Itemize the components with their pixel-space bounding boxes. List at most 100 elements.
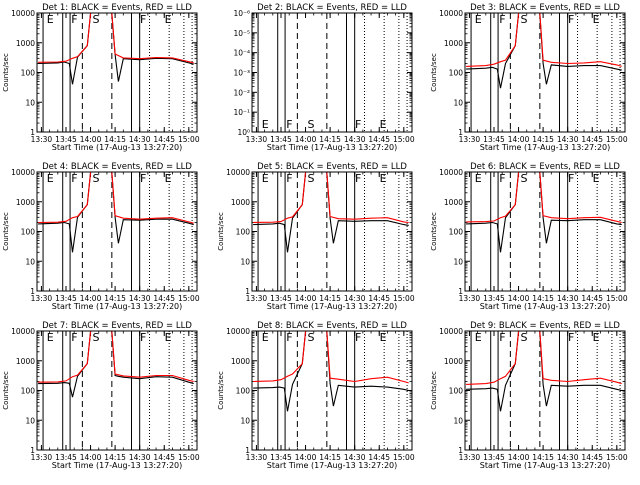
phase-marker: F	[286, 172, 292, 185]
x-tick-label: 14:00	[508, 135, 530, 144]
y-tick-label: 10	[25, 257, 35, 266]
phase-marker: E	[262, 118, 269, 131]
x-axis-label: Start Time (17-Aug-13 13:27:20)	[52, 302, 183, 311]
y-tick-label: 10000	[226, 327, 250, 336]
plot-frame	[464, 171, 626, 292]
y-tick-label: 10000	[11, 168, 35, 177]
x-tick-label: 14:45	[368, 294, 390, 303]
y-tick-label: 100	[236, 387, 251, 396]
y-tick-label: 1	[30, 128, 35, 137]
plot-frame	[464, 12, 626, 133]
phase-marker: F	[499, 172, 505, 185]
y-tick-label: 1	[245, 287, 250, 296]
x-tick-label: 13:45	[55, 453, 77, 462]
y-tick-label: 100	[449, 69, 464, 78]
x-tick-label: 13:30	[459, 294, 481, 303]
x-tick-label: 14:15	[104, 135, 126, 144]
y-tick-label: 1000	[16, 39, 35, 48]
plot-frame	[36, 330, 198, 451]
chart-title: Det 2: BLACK = Events, RED = LLD	[257, 3, 407, 13]
x-tick-label: 14:15	[104, 453, 126, 462]
phase-marker: E	[593, 172, 600, 185]
x-tick-label: 13:45	[483, 135, 505, 144]
x-tick-label: 15:00	[393, 294, 415, 303]
y-tick-label: 100	[236, 228, 251, 237]
x-tick-label: 14:30	[129, 135, 151, 144]
y-axis-label: Counts/sec	[430, 212, 438, 251]
x-tick-label: 14:00	[295, 294, 317, 303]
phase-marker: F	[140, 13, 146, 26]
x-tick-label: 13:45	[483, 294, 505, 303]
x-tick-label: 14:45	[581, 453, 603, 462]
x-tick-label: 13:30	[459, 453, 481, 462]
y-tick-label: 1	[245, 446, 250, 455]
x-tick-label: 13:30	[31, 453, 53, 462]
phase-marker: F	[71, 331, 77, 344]
y-tick-label: 1	[30, 287, 35, 296]
chart-title: Det 3: BLACK = Events, RED = LLD	[470, 3, 620, 13]
y-tick-label: 10⁻⁴	[233, 49, 250, 58]
chart-panel-4: Det 4: BLACK = Events, RED = LLD Counts/s…	[2, 162, 200, 311]
phase-marker: S	[521, 331, 528, 344]
x-axis-label: Start Time (17-Aug-13 13:27:20)	[52, 143, 183, 152]
x-tick-label: 14:15	[104, 294, 126, 303]
y-tick-label: 10	[240, 257, 250, 266]
x-tick-label: 13:30	[246, 453, 268, 462]
chart-title: Det 5: BLACK = Events, RED = LLD	[257, 162, 407, 172]
chart-title: Det 7: BLACK = Events, RED = LLD	[42, 321, 192, 331]
phase-marker: S	[308, 172, 315, 185]
chart-title: Det 4: BLACK = Events, RED = LLD	[42, 162, 192, 172]
phase-marker: E	[380, 172, 387, 185]
y-axis-label: Counts/sec	[430, 53, 438, 92]
phase-marker: E	[165, 172, 172, 185]
y-tick-label: 1000	[16, 357, 35, 366]
plot-frame	[36, 12, 198, 133]
y-tick-label: 10⁻¹	[233, 108, 250, 117]
y-tick-label: 1000	[444, 357, 463, 366]
x-tick-label: 15:00	[393, 453, 415, 462]
plot-frame	[251, 12, 413, 133]
chart-panel-9: Det 9: BLACK = Events, RED = LLD Counts/s…	[430, 321, 628, 470]
y-tick-label: 100	[21, 387, 36, 396]
y-tick-label: 10⁻³	[233, 69, 250, 78]
y-tick-label: 1000	[231, 357, 250, 366]
phase-marker: F	[71, 13, 77, 26]
phase-marker: F	[140, 172, 146, 185]
plot-frame	[251, 330, 413, 451]
phase-marker: S	[308, 331, 315, 344]
x-tick-label: 14:15	[319, 135, 341, 144]
y-tick-label: 1000	[444, 198, 463, 207]
y-axis-label: Counts/sec	[217, 371, 225, 410]
x-tick-label: 13:45	[270, 453, 292, 462]
y-tick-label: 10	[25, 98, 35, 107]
x-tick-label: 14:30	[557, 135, 579, 144]
x-tick-label: 13:30	[31, 135, 53, 144]
phase-marker: F	[499, 13, 505, 26]
y-axis-label: Counts/sec	[2, 53, 10, 92]
x-tick-label: 13:30	[31, 294, 53, 303]
x-tick-label: 14:00	[80, 135, 102, 144]
phase-marker: S	[521, 172, 528, 185]
x-tick-label: 15:00	[393, 135, 415, 144]
x-tick-label: 13:45	[55, 135, 77, 144]
x-tick-label: 13:45	[270, 294, 292, 303]
x-tick-label: 14:15	[532, 453, 554, 462]
plot-frame	[464, 330, 626, 451]
phase-marker: E	[475, 13, 482, 26]
x-tick-label: 15:00	[606, 135, 628, 144]
chart-panel-1: Det 1: BLACK = Events, RED = LLD Counts/s…	[2, 3, 200, 152]
y-tick-label: 1	[458, 446, 463, 455]
phase-marker: S	[521, 13, 528, 26]
y-tick-label: 1000	[16, 198, 35, 207]
x-tick-label: 14:00	[295, 453, 317, 462]
x-tick-label: 15:00	[178, 135, 200, 144]
phase-marker: E	[593, 13, 600, 26]
x-tick-label: 14:30	[129, 453, 151, 462]
phase-marker: E	[165, 331, 172, 344]
chart-title: Det 6: BLACK = Events, RED = LLD	[470, 162, 620, 172]
phase-marker: E	[165, 13, 172, 26]
plot-frame	[251, 171, 413, 292]
chart-panel-8: Det 8: BLACK = Events, RED = LLD Counts/s…	[217, 321, 415, 470]
chart-title: Det 8: BLACK = Events, RED = LLD	[257, 321, 407, 331]
